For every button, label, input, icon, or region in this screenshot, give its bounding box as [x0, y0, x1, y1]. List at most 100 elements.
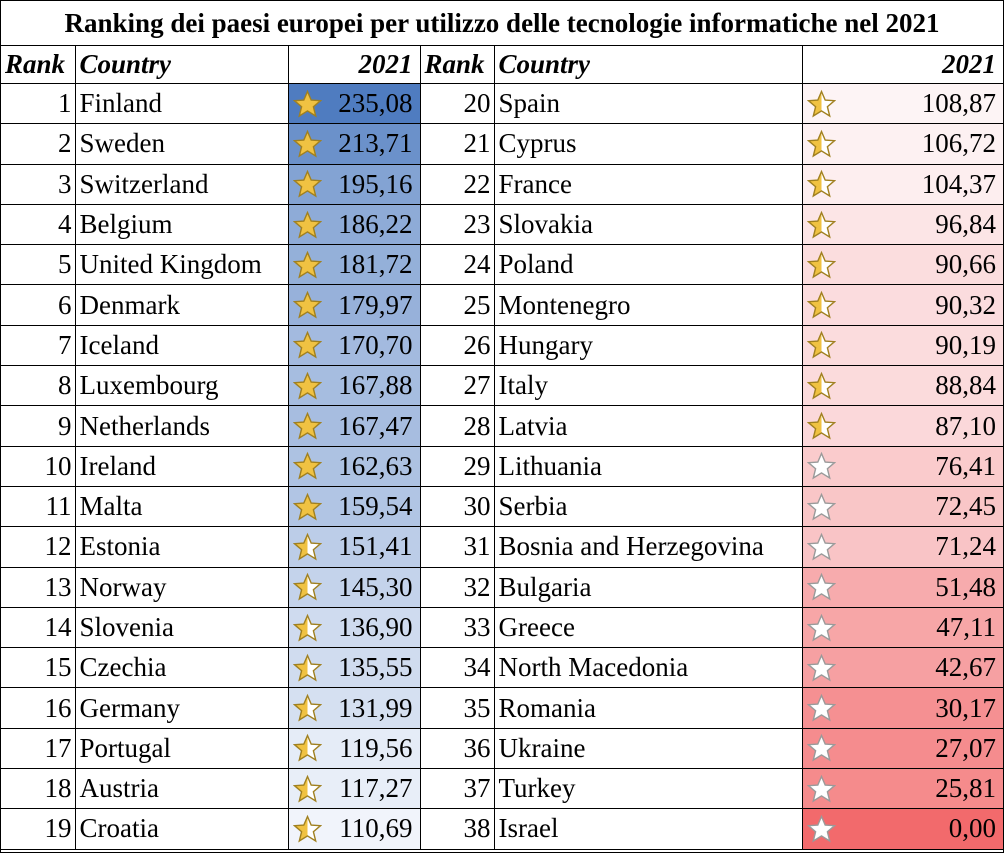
value-text: 51,48 [935, 571, 996, 602]
country-cell: North Macedonia [493, 647, 803, 689]
header-country: Country [493, 46, 803, 84]
country-cell: Cyprus [493, 123, 803, 165]
rank-cell: 35 [419, 687, 495, 729]
value-text: 186,22 [338, 209, 413, 240]
value-cell: 90,19 [801, 324, 1003, 367]
header-year: 2021 [287, 46, 421, 84]
header-year: 2021 [801, 46, 1003, 84]
value-text: 167,88 [338, 370, 413, 401]
value-text: 135,55 [338, 652, 413, 683]
value-cell: 96,84 [801, 203, 1003, 246]
star-rating-icon [806, 129, 836, 158]
value-text: 117,27 [339, 773, 413, 804]
value-text: 90,32 [935, 289, 996, 320]
value-text: 119,56 [339, 732, 413, 763]
rank-cell: 28 [419, 405, 495, 447]
value-text: 235,08 [338, 88, 413, 119]
star-rating-icon [292, 371, 322, 400]
country-cell: Israel [493, 808, 803, 850]
country-cell: Iceland [74, 324, 289, 367]
star-rating-icon [292, 774, 322, 803]
rank-cell: 25 [419, 284, 495, 326]
table-row: 17 Portugal 119,56 36 Ukraine 27,07 [1, 727, 1003, 770]
star-rating-icon [806, 653, 836, 682]
table-row: 4 Belgium 186,22 23 Slovakia 96,84 [1, 203, 1003, 246]
rank-cell: 4 [1, 203, 76, 246]
value-cell: 131,99 [287, 687, 421, 729]
value-text: 104,37 [921, 168, 996, 199]
value-cell: 90,66 [801, 244, 1003, 286]
value-cell: 179,97 [287, 284, 421, 326]
table-row: 2 Sweden 213,71 21 Cyprus 106,72 [1, 123, 1003, 165]
value-cell: 47,11 [801, 606, 1003, 649]
rank-cell: 20 [419, 83, 495, 125]
star-rating-icon [806, 89, 836, 118]
star-rating-icon [292, 814, 322, 843]
table-row: 7 Iceland 170,70 26 Hungary 90,19 [1, 324, 1003, 367]
country-cell: Switzerland [74, 163, 289, 205]
value-cell: 235,08 [287, 83, 421, 125]
rank-cell: 14 [1, 606, 76, 649]
star-rating-icon [806, 210, 836, 239]
value-cell: 151,41 [287, 526, 421, 568]
country-cell: Romania [493, 687, 803, 729]
value-cell: 104,37 [801, 163, 1003, 205]
table-row: 3 Switzerland 195,16 22 France 104,37 [1, 163, 1003, 205]
value-text: 136,90 [338, 612, 413, 642]
value-cell: 88,84 [801, 365, 1003, 407]
table-row: 1 Finland 235,08 20 Spain 108,87 [1, 83, 1003, 125]
rank-cell: 12 [1, 526, 76, 568]
value-cell: 135,55 [287, 647, 421, 689]
country-cell: Ukraine [493, 727, 803, 770]
rank-cell: 19 [1, 808, 76, 850]
rank-cell: 9 [1, 405, 76, 447]
value-text: 181,72 [338, 249, 413, 280]
star-rating-icon [806, 290, 836, 319]
value-cell: 195,16 [287, 163, 421, 205]
table-row: 6 Denmark 179,97 25 Montenegro 90,32 [1, 284, 1003, 326]
table-row: 5 United Kingdom 181,72 24 Poland 90,66 [1, 244, 1003, 286]
country-cell: Hungary [493, 324, 803, 367]
star-rating-icon [292, 613, 322, 642]
value-cell: 27,07 [801, 727, 1003, 770]
value-text: 167,47 [338, 410, 413, 441]
table-row: 10 Ireland 162,63 29 Lithuania 76,41 [1, 445, 1003, 487]
country-cell: Norway [74, 566, 289, 608]
country-cell: Germany [74, 687, 289, 729]
star-rating-icon [292, 492, 322, 521]
value-text: 90,66 [935, 249, 996, 280]
value-text: 25,81 [935, 773, 996, 804]
star-rating-icon [292, 331, 322, 359]
value-cell: 87,10 [801, 405, 1003, 447]
rank-cell: 2 [1, 123, 76, 165]
table-row: 19 Croatia 110,69 38 Israel 0,00 [1, 808, 1003, 850]
header-country: Country [74, 46, 289, 84]
country-cell: Sweden [74, 123, 289, 165]
rank-cell: 38 [419, 808, 495, 850]
value-cell: 186,22 [287, 203, 421, 246]
value-text: 131,99 [338, 692, 413, 723]
star-rating-icon [806, 250, 836, 279]
value-text: 72,45 [935, 491, 996, 522]
table-row: 14 Slovenia 136,90 33 Greece 47,11 [1, 606, 1003, 649]
star-rating-icon [292, 411, 322, 440]
value-cell: 170,70 [287, 324, 421, 367]
value-text: 145,30 [338, 571, 413, 602]
rank-cell: 24 [419, 244, 495, 286]
value-cell: 110,69 [287, 808, 421, 850]
value-cell: 117,27 [287, 768, 421, 810]
value-text: 42,67 [935, 652, 996, 683]
value-text: 76,41 [935, 450, 996, 481]
rank-cell: 16 [1, 687, 76, 729]
table-row: 8 Luxembourg 167,88 27 Italy 88,84 [1, 365, 1003, 407]
value-cell: 159,54 [287, 485, 421, 528]
country-cell: United Kingdom [74, 244, 289, 286]
star-rating-icon [806, 774, 836, 803]
rank-cell: 17 [1, 727, 76, 770]
rank-cell: 30 [419, 485, 495, 528]
header-rank: Rank [1, 46, 76, 84]
country-cell: Belgium [74, 203, 289, 246]
table-row: 12 Estonia 151,41 31 Bosnia and Herzegovina 7… [1, 526, 1003, 568]
rank-cell: 37 [419, 768, 495, 810]
